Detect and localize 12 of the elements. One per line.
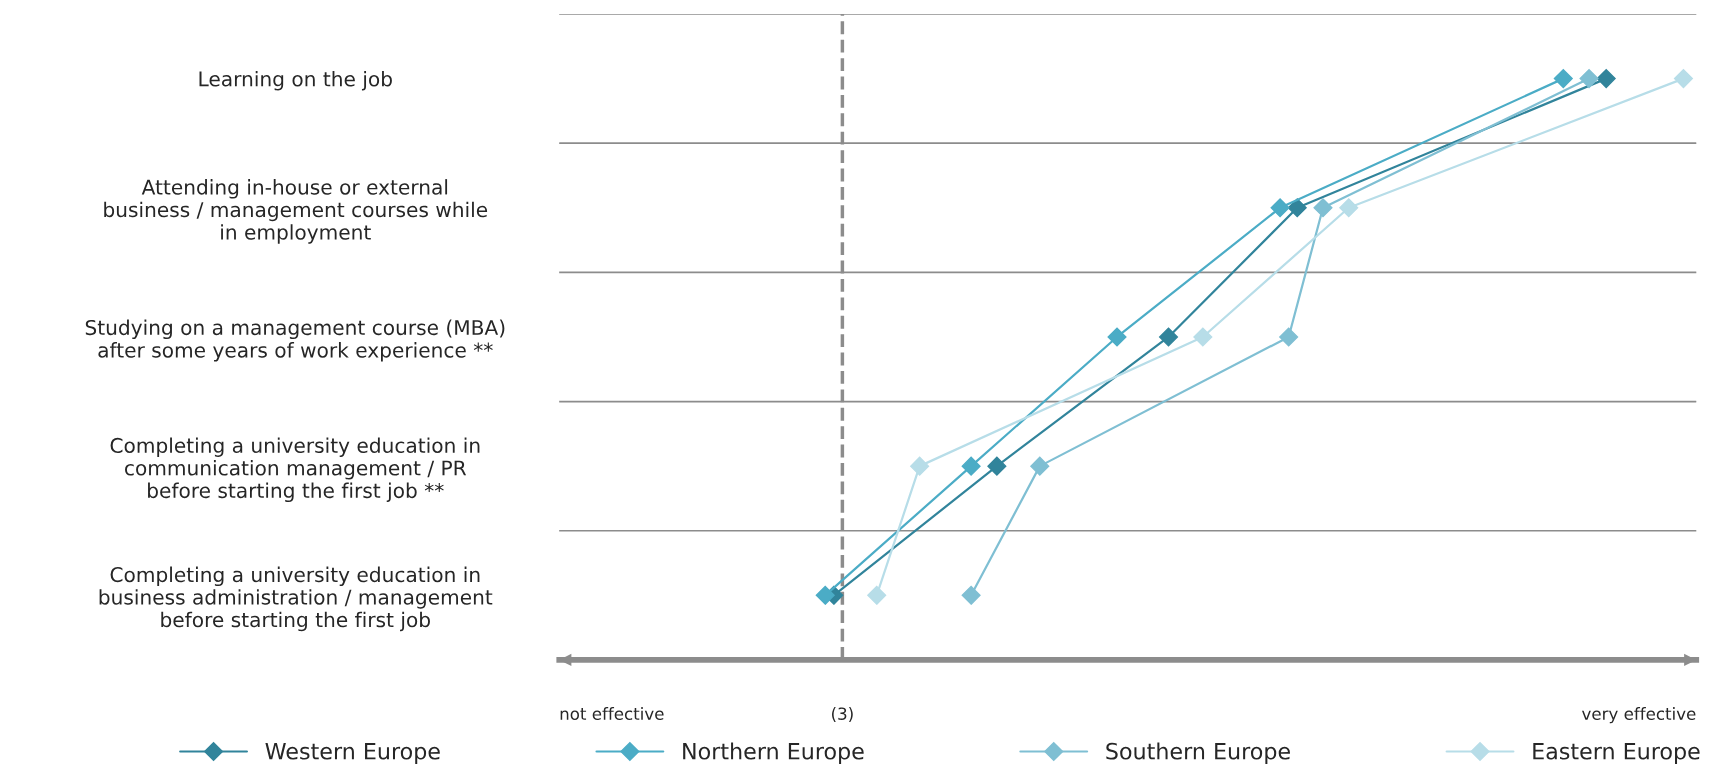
y-tick-label: Learning on the job [199,70,392,91]
text: very effective [1581,707,1696,724]
legend-label: Western Europe [265,743,440,764]
text: (3) [832,707,853,722]
y-tick-label: Studying on a management course (MBA) after some years of work experience ** [85,319,505,362]
y-tick-label: Attending in-house or external business / management courses while in employment [104,179,488,244]
legend-label: Southern Europe [1106,742,1290,764]
y-tick-label: Completing a university education in communication management / PR before starting the first job ** [110,437,480,503]
text: not effective [560,707,664,720]
legend-label: Eastern Europe [1533,743,1700,764]
y-tick-label: Completing a university education in business administration / management before starting the first job [99,566,493,632]
legend-label: Northern Europe [683,742,864,764]
